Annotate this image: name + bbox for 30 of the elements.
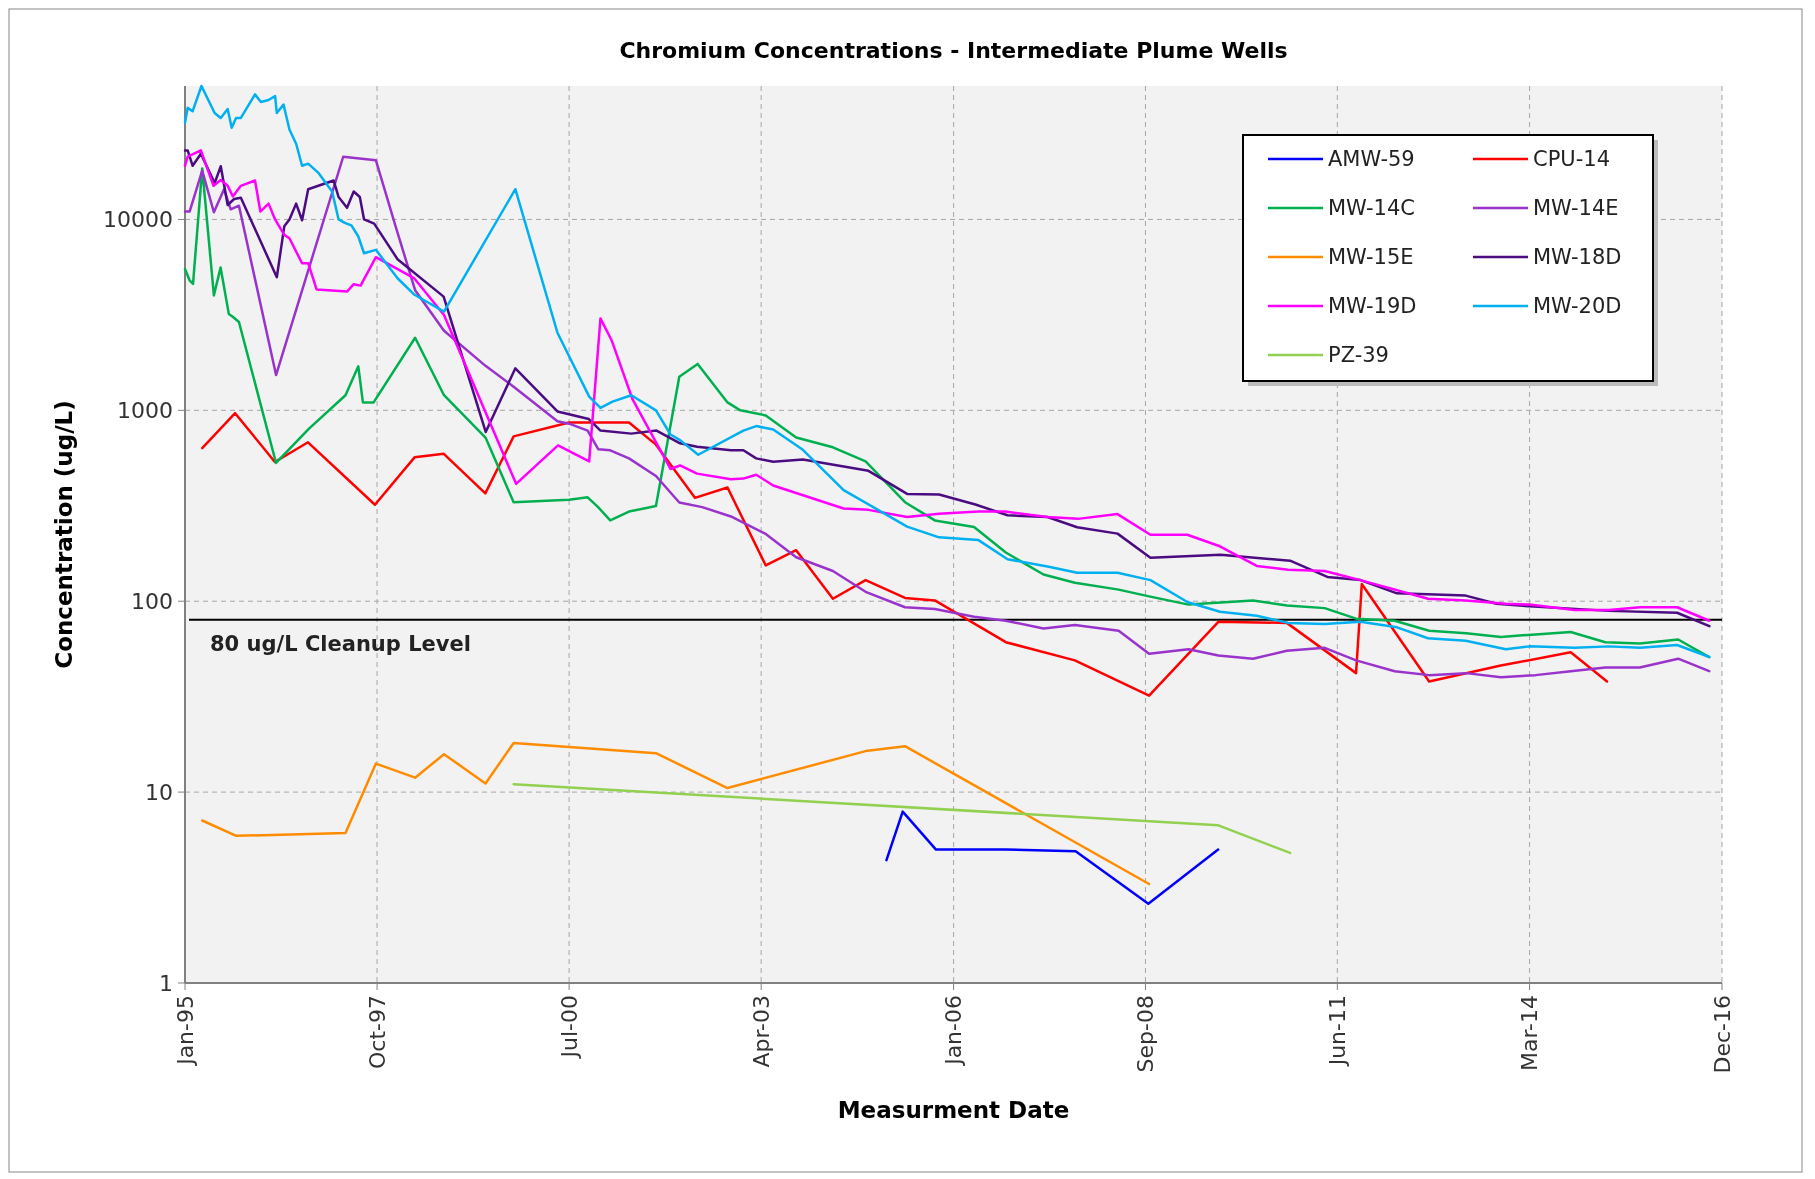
- x-tick-label: Dec-16: [1709, 995, 1735, 1074]
- x-axis-title: Measurment Date: [837, 1097, 1070, 1123]
- y-tick-label: 10000: [103, 207, 173, 233]
- x-tick-label: Sep-08: [1133, 995, 1159, 1073]
- y-tick-label: 1000: [117, 398, 173, 424]
- legend-label: MW-14E: [1533, 196, 1619, 221]
- x-tick-label: Apr-03: [748, 995, 774, 1068]
- y-tick-label: 10: [145, 779, 173, 805]
- y-axis-title: Concentration (ug/L): [51, 400, 77, 669]
- line-series: [885, 810, 1220, 906]
- x-tick-label: Jan-06: [941, 995, 967, 1067]
- legend-label: MW-18D: [1533, 245, 1622, 270]
- legend-label: MW-19D: [1328, 294, 1417, 319]
- line-series: [200, 411, 1609, 697]
- x-tick-label: Oct-97: [364, 995, 390, 1069]
- ref-line-label: 80 ug/L Cleanup Level: [210, 631, 471, 656]
- line-series: [200, 741, 1151, 886]
- x-tick-label: Jun-11: [1325, 995, 1351, 1068]
- x-tick-label: Mar-14: [1517, 995, 1543, 1072]
- y-tick-label: 1: [159, 970, 173, 996]
- x-tick-label: Jul-00: [556, 995, 582, 1060]
- legend-label: PZ-39: [1328, 343, 1389, 368]
- x-tick-label: Jan-95: [172, 995, 198, 1067]
- legend-label: CPU-14: [1533, 147, 1610, 172]
- legend-label: MW-14C: [1328, 196, 1415, 221]
- chart-title: Chromium Concentrations - Intermediate Plume Wells: [619, 38, 1288, 63]
- legend-label: MW-15E: [1328, 245, 1414, 270]
- legend-label: MW-20D: [1533, 294, 1622, 319]
- y-tick-label: 100: [131, 588, 173, 614]
- legend-label: AMW-59: [1328, 147, 1415, 172]
